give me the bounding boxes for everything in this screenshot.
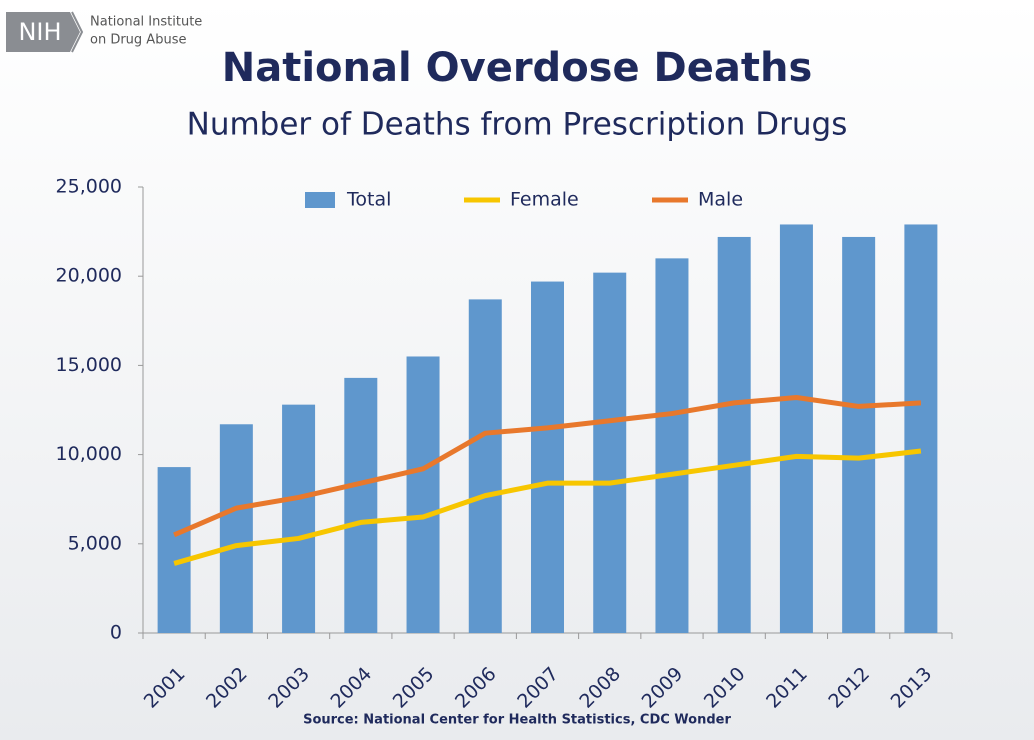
line [173,448,922,566]
bar [904,224,938,634]
y-tick-label: 5,000 [68,532,122,554]
bar [468,299,502,633]
y-tick-label: 25,000 [56,176,122,198]
logo-name: National Institute [90,15,202,30]
chart-subtitle: Number of Deaths from Prescription Drugs [187,107,848,143]
logo-name: on Drug Abuse [90,33,186,48]
legend-label: Total [346,189,391,211]
legend-label: Male [698,189,743,211]
logo-abbr: NIH [18,18,61,46]
line [173,395,922,538]
bar [593,272,627,633]
bar [282,404,316,633]
y-tick-label: 15,000 [56,354,122,376]
bar [406,356,440,633]
bar [717,236,751,633]
legend-label: Female [510,189,579,211]
source-note: Source: National Center for Health Stati… [303,713,731,728]
bar [531,281,564,633]
logo: NIH National Institute on Drug Abuse [6,11,202,53]
logo-badge [6,12,80,52]
logo-chevron [71,11,84,53]
bar [219,424,253,633]
bar [842,236,876,633]
bar [779,224,813,634]
y-tick-label: 0 [110,622,122,644]
y-tick-label: 10,000 [56,443,122,465]
legend-swatch [305,192,335,208]
bar [655,258,689,633]
chart-title: National Overdose Deaths [222,45,813,91]
y-tick-label: 20,000 [56,265,122,287]
bar [344,377,378,633]
bar [157,467,191,633]
